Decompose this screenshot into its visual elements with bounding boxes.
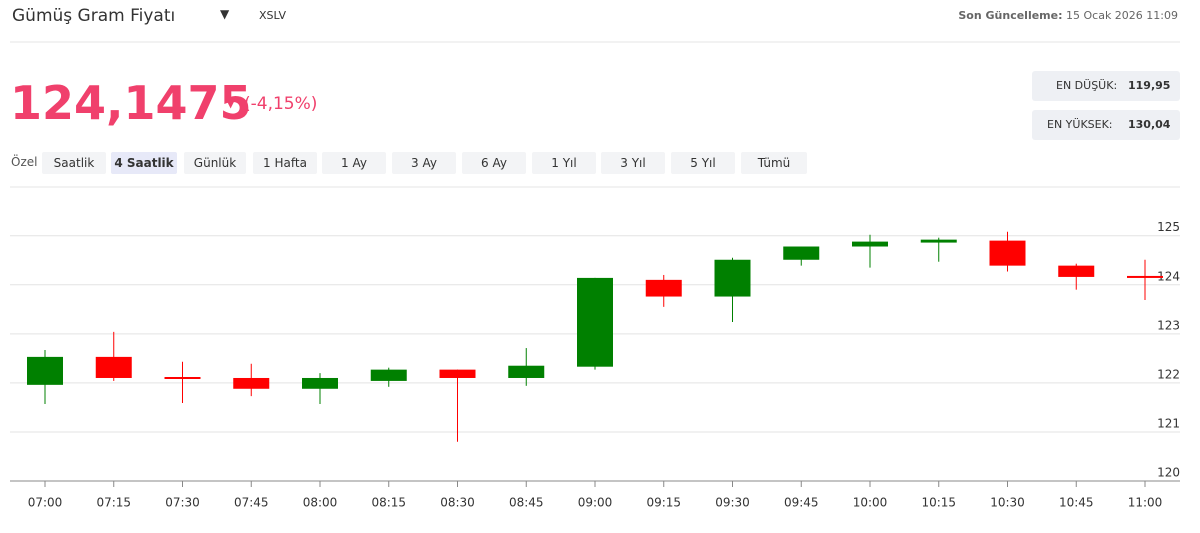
x-tick-label: 10:00 — [853, 496, 888, 510]
candle-body — [370, 369, 407, 381]
price: 124,1475 — [10, 76, 252, 130]
stat-label: EN DÜŞÜK: — [1056, 79, 1118, 92]
y-tick-label: 122 — [1157, 367, 1180, 381]
x-tick-label: 08:30 — [440, 496, 475, 510]
range-button[interactable]: 5 Yıl — [671, 152, 735, 174]
range-button[interactable]: Saatlik — [42, 152, 106, 174]
y-tick-label: 120 — [1157, 466, 1180, 480]
x-tick-label: 09:00 — [578, 496, 613, 510]
stat-low: EN DÜŞÜK: 119,95 — [1032, 71, 1180, 101]
updated-value: 15 Ocak 2026 11:09 — [1066, 9, 1178, 22]
candle-body — [302, 377, 338, 389]
x-tick-label: 08:00 — [303, 496, 338, 510]
range-button[interactable]: 3 Yıl — [601, 152, 665, 174]
range-button[interactable]: Günlük — [184, 152, 246, 174]
range-button[interactable]: 3 Ay — [392, 152, 456, 174]
x-tick-label: 07:15 — [96, 496, 131, 510]
candle-body — [439, 369, 476, 378]
x-tick-label: 11:00 — [1128, 496, 1163, 510]
x-tick-label: 08:45 — [509, 496, 544, 510]
stat-value: 130,04 — [1128, 118, 1171, 131]
candle-body — [508, 365, 545, 378]
candle-body — [714, 259, 751, 297]
x-tick-label: 09:30 — [715, 496, 750, 510]
y-tick-label: 124 — [1157, 269, 1180, 283]
y-tick-label: 121 — [1157, 416, 1180, 430]
x-tick-label: 07:45 — [234, 496, 269, 510]
stat-value: 119,95 — [1128, 79, 1171, 92]
candle-body — [95, 356, 132, 378]
candle-body — [27, 356, 63, 385]
price-change: (-4,15%) — [244, 94, 318, 114]
stat-label: EN YÜKSEK: — [1047, 118, 1113, 131]
x-tick-label: 08:15 — [371, 496, 406, 510]
updated-label: Son Güncelleme: — [958, 9, 1063, 22]
y-tick-label: 123 — [1157, 318, 1180, 332]
title: Gümüş Gram Fiyatı — [12, 6, 176, 26]
candle-body — [164, 377, 201, 379]
x-tick-label: 07:30 — [165, 496, 200, 510]
range-button[interactable]: 1 Ay — [322, 152, 386, 174]
range-button[interactable]: 6 Ay — [462, 152, 526, 174]
y-tick-label: 125 — [1157, 220, 1180, 234]
stat-high: EN YÜKSEK: 130,04 — [1032, 110, 1180, 140]
down-icon: ▼ — [226, 96, 236, 110]
candle-body — [989, 240, 1026, 266]
range-button[interactable]: Tümü — [741, 152, 807, 174]
range-label: Özel — [11, 155, 38, 169]
updated: Son Güncelleme: 15 Ocak 2026 11:09 — [958, 9, 1178, 22]
candle-body — [233, 377, 270, 389]
x-tick-label: 09:15 — [646, 496, 681, 510]
candle-body — [783, 246, 820, 260]
candle-body — [1058, 265, 1095, 277]
x-tick-label: 09:45 — [784, 496, 819, 510]
dropdown-icon[interactable]: ▼ — [220, 7, 230, 21]
x-tick-label: 10:45 — [1059, 496, 1094, 510]
x-tick-label: 10:15 — [921, 496, 956, 510]
candle-body — [645, 279, 682, 297]
x-tick-label: 07:00 — [28, 496, 63, 510]
symbol-code: XSLV — [259, 9, 286, 22]
range-button[interactable]: 1 Yıl — [532, 152, 596, 174]
candle-body — [852, 241, 888, 247]
candle-body — [577, 277, 613, 367]
range-button[interactable]: 4 Saatlik — [111, 152, 177, 174]
x-tick-label: 10:30 — [990, 496, 1025, 510]
candle-body — [920, 239, 957, 243]
range-button[interactable]: 1 Hafta — [253, 152, 317, 174]
candle-body — [1127, 275, 1163, 278]
